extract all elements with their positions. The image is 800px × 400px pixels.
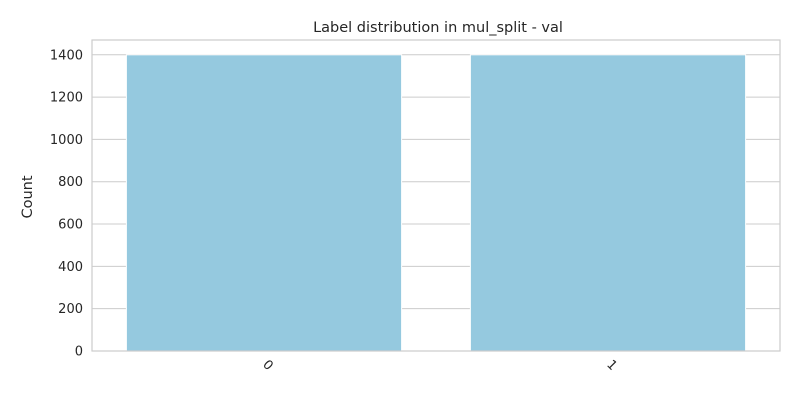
bar-1 (469, 54, 747, 352)
y-tick-label: 1000 (50, 133, 83, 148)
y-tick-label: 1200 (50, 91, 83, 106)
plot-frame (91, 39, 781, 352)
x-tick-label-1: 1 (603, 357, 619, 373)
bar-0 (125, 54, 403, 352)
chart-title: Label distribution in mul_split - val (313, 20, 563, 36)
y-tick-label: 200 (58, 302, 83, 317)
y-tick-label: 1400 (50, 48, 83, 63)
y-tick-label: 800 (58, 175, 83, 190)
x-tick-label-0: 0 (259, 357, 275, 373)
y-ticks: 0 200 400 600 800 1000 1200 1400 (50, 48, 83, 359)
y-tick-label: 400 (58, 260, 83, 275)
y-tick-label: 0 (75, 345, 83, 360)
y-tick-label: 600 (58, 218, 83, 233)
bars (125, 54, 747, 352)
y-axis-label: Count (20, 175, 36, 218)
